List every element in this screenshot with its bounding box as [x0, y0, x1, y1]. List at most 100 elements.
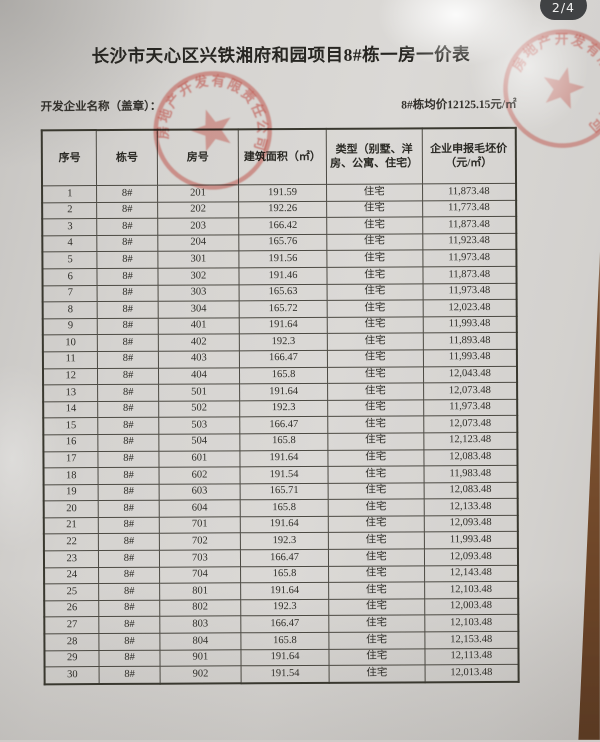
cell-price: 11,993.48 [422, 349, 517, 367]
cell-room: 901 [159, 649, 242, 667]
cell-price: 12,093.48 [423, 515, 518, 533]
cell-price: 12,143.48 [424, 565, 519, 583]
cell-index: 16 [43, 434, 99, 452]
cell-room: 302 [157, 267, 240, 285]
cell-building: 8# [97, 284, 158, 302]
cell-room: 201 [157, 184, 239, 202]
cell-area: 165.72 [239, 300, 328, 318]
cell-price: 12,083.48 [423, 482, 518, 500]
cell-room: 701 [158, 516, 241, 534]
cell-type: 住宅 [327, 349, 424, 367]
cell-area: 165.63 [239, 283, 327, 301]
cell-index: 17 [43, 451, 99, 468]
cell-type: 住宅 [328, 631, 425, 649]
cell-type: 住宅 [328, 548, 425, 567]
column-header-room: 房号 [156, 129, 239, 186]
cell-area: 192.3 [240, 599, 329, 617]
cell-building: 8# [97, 334, 159, 352]
cell-building: 8# [97, 367, 159, 385]
cell-price: 12,153.48 [424, 631, 519, 649]
cell-type: 住宅 [328, 532, 425, 550]
cell-index: 14 [43, 401, 99, 419]
cell-area: 165.8 [239, 366, 328, 384]
cell-area: 192.3 [239, 333, 328, 351]
cell-index: 24 [44, 567, 100, 585]
cell-type: 住宅 [326, 300, 423, 318]
cell-building: 8# [99, 616, 160, 634]
cell-building: 8# [98, 566, 160, 584]
cell-building: 8# [98, 550, 160, 568]
cell-area: 165.71 [240, 483, 329, 501]
cell-building: 8# [98, 533, 160, 551]
cell-area: 165.8 [240, 566, 329, 584]
cell-price: 11,993.48 [422, 316, 517, 334]
cell-index: 15 [43, 417, 99, 435]
cell-building: 8# [98, 450, 159, 468]
cell-building: 8# [97, 317, 158, 335]
cell-area: 192.26 [238, 200, 327, 219]
cell-room: 602 [158, 466, 241, 484]
cell-index: 28 [44, 633, 100, 651]
cell-area: 191.64 [240, 582, 329, 600]
cell-room: 402 [157, 334, 240, 352]
cell-price: 12,073.48 [423, 382, 518, 400]
cell-area: 191.64 [241, 648, 329, 667]
cell-index: 10 [42, 334, 98, 352]
cell-index: 1 [42, 185, 98, 203]
cell-type: 住宅 [327, 382, 424, 401]
cell-building: 8# [98, 400, 159, 418]
cell-room: 401 [157, 317, 240, 335]
column-header-price: 企业申报毛坯价（元/㎡） [421, 127, 517, 184]
cell-type: 住宅 [328, 665, 425, 683]
cell-type: 住宅 [328, 648, 425, 666]
cell-room: 604 [158, 500, 241, 518]
price-table: 序号 栋号 房号 建筑面积（㎡） 类型（别墅、洋房、公寓、住宅） 企业申报毛坯价… [40, 126, 520, 686]
cell-type: 住宅 [326, 217, 423, 235]
cell-type: 住宅 [326, 250, 423, 268]
cell-area: 166.47 [240, 549, 329, 567]
cell-building: 8# [98, 517, 160, 535]
cell-type: 住宅 [328, 515, 424, 533]
cell-room: 601 [158, 450, 241, 468]
cell-building: 8# [97, 235, 158, 252]
cell-room: 504 [158, 433, 241, 451]
cell-building: 8# [98, 467, 159, 485]
cell-building: 8# [97, 185, 158, 203]
svg-text:房地产开发有限责任公司: 房地产开发有限责任公司 [497, 18, 600, 140]
cell-price: 12,073.48 [423, 415, 518, 433]
cell-area: 166.47 [239, 350, 328, 368]
cell-index: 9 [42, 318, 98, 336]
cell-type: 住宅 [327, 366, 424, 384]
cell-building: 8# [98, 417, 159, 435]
cell-index: 23 [43, 550, 99, 568]
pager-label: 2/4 [551, 0, 575, 15]
cell-price: 11,993.48 [423, 531, 518, 549]
cell-room: 704 [159, 566, 241, 584]
cell-area: 165.8 [240, 433, 328, 451]
cell-area: 191.46 [239, 267, 327, 285]
cell-area: 166.47 [240, 615, 329, 633]
column-header-type: 类型（别墅、洋房、公寓、住宅） [326, 128, 423, 185]
cell-price: 12,113.48 [424, 647, 519, 666]
cell-room: 404 [158, 367, 240, 385]
cell-type: 住宅 [326, 233, 423, 251]
cell-room: 304 [157, 300, 240, 318]
table-row: 30 8# 902 191.54 住宅 12,013.48 [44, 664, 519, 685]
column-header-index: 序号 [41, 130, 98, 186]
cell-building: 8# [97, 351, 159, 369]
cell-type: 住宅 [328, 499, 424, 517]
cell-price: 11,973.48 [422, 282, 517, 301]
cell-room: 702 [159, 533, 241, 551]
cell-building: 8# [97, 201, 158, 219]
cell-building: 8# [99, 583, 160, 601]
cell-price: 12,083.48 [423, 448, 518, 466]
star-icon [543, 67, 585, 109]
cell-price: 11,973.48 [422, 249, 517, 267]
cell-room: 403 [158, 350, 240, 368]
table-header-row: 序号 栋号 房号 建筑面积（㎡） 类型（别墅、洋房、公寓、住宅） 企业申报毛坯价… [41, 127, 517, 186]
cell-price: 11,873.48 [422, 216, 517, 234]
cell-building: 8# [99, 666, 160, 684]
cell-area: 191.56 [239, 250, 327, 268]
cell-building: 8# [99, 649, 160, 667]
